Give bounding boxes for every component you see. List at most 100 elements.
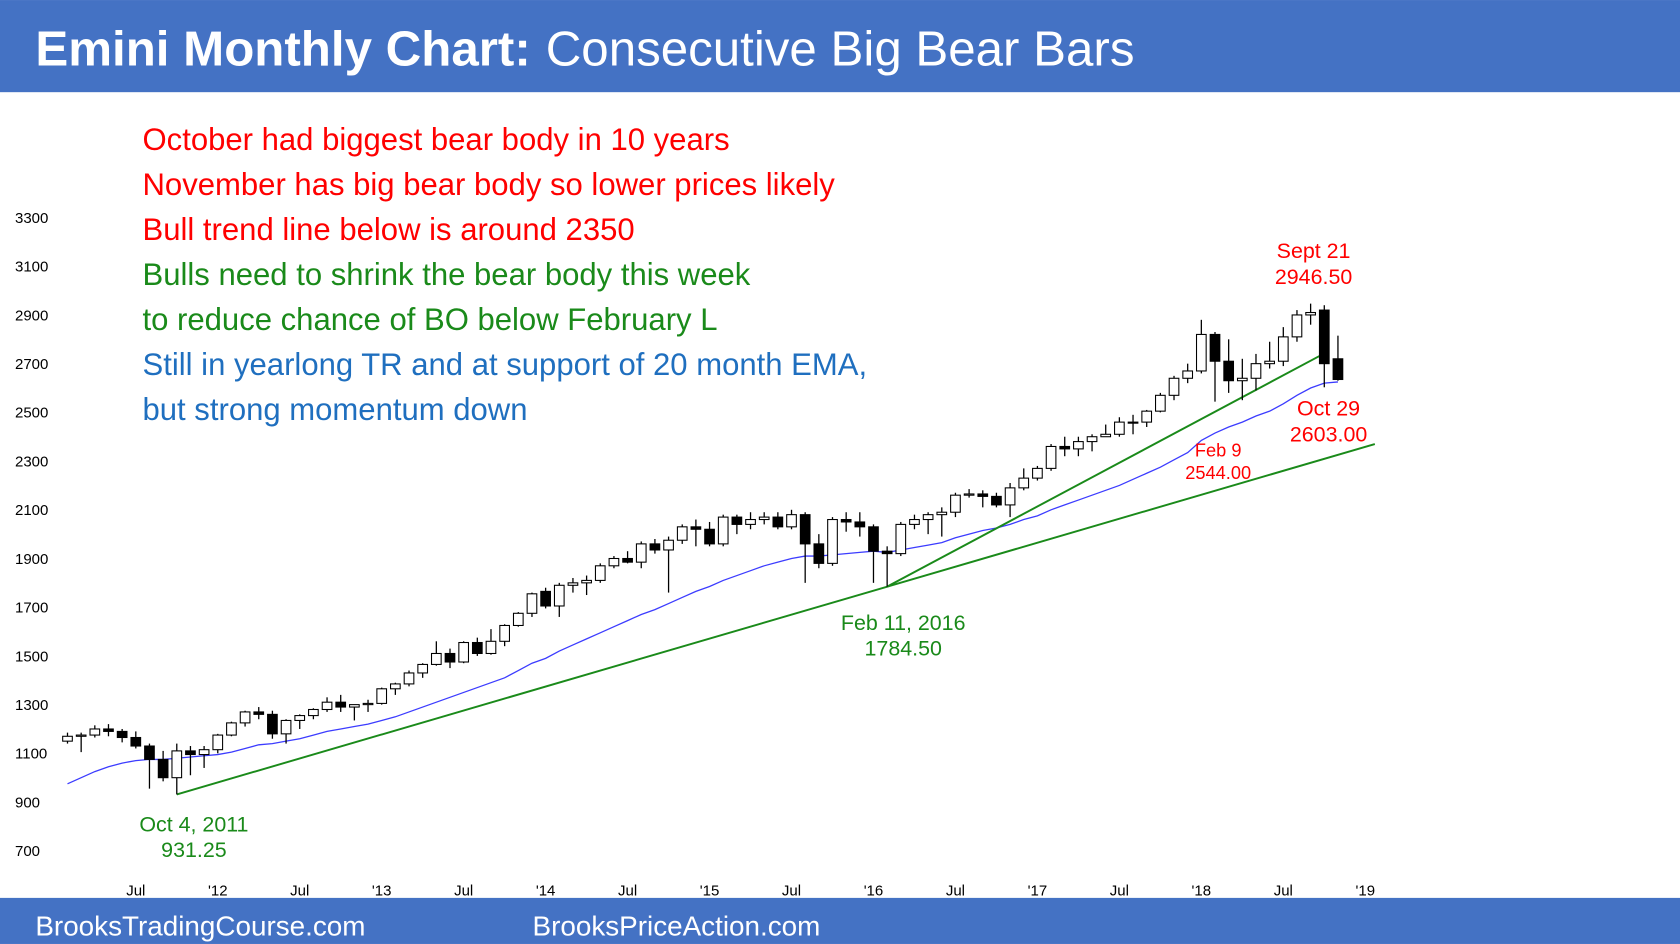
candle-body [458,641,470,663]
x-tick-label: '17 [1028,883,1048,900]
candle-body [1059,445,1071,450]
candle-body [1004,487,1016,506]
candle-body [772,516,784,528]
note-line: October had biggest bear body in 10 year… [143,122,730,157]
candle-body [813,543,825,564]
candle-body [758,516,770,521]
candle-body [308,708,319,717]
candle-body [130,736,142,747]
candle-body [103,728,114,732]
y-tick-label: 2100 [15,502,48,519]
x-tick-label: '18 [1192,883,1212,900]
x-tick-label: '15 [700,883,720,900]
candle-body [635,543,647,563]
candle-body [362,702,374,706]
candle-body [485,640,497,655]
candle-body [212,734,224,751]
candle-body [581,579,592,584]
candle-body [950,494,961,513]
title-bold: Emini Monthly Chart: [35,21,530,76]
candle-body [1236,377,1248,382]
candle-body [185,750,196,756]
annotation: Feb 11, 2016 [841,611,966,635]
candle-body [731,516,743,525]
candle-body [553,584,565,607]
x-tick-label: Jul [618,883,637,900]
note-line: November has big bear body so lower pric… [143,167,836,202]
candle-body [799,514,811,545]
candle-body [1195,333,1207,372]
candle-body [922,514,934,521]
note-line: Bulls need to shrink the bear body this … [143,257,751,292]
annotation: 931.25 [161,838,226,862]
title-rest: Consecutive Big Bear Bars [546,21,1135,76]
candle-body [567,582,579,586]
candle-body [1032,467,1043,479]
candle-body [991,495,1002,506]
footer-right: BrooksPriceAction.com [533,910,821,941]
y-tick-label: 2900 [15,307,48,324]
candle-body [253,711,265,715]
candle-body [499,624,510,642]
candle-body [171,750,183,779]
candle-body [1100,433,1112,438]
y-tick-label: 3300 [15,210,48,227]
annotation: Sept 21 [1277,239,1351,263]
candle-body [690,526,702,530]
candle-body [62,735,73,742]
candle-body [1277,336,1289,362]
annotation: 2603.00 [1290,422,1367,446]
candle-body [1073,441,1084,450]
candle-body [1018,477,1030,489]
candle-body [704,528,715,545]
candle-body [1045,445,1057,469]
y-tick-label: 900 [15,794,40,811]
candle-body [649,543,661,551]
y-tick-label: 1100 [15,746,47,763]
candle-body [1291,314,1303,338]
candle-body [594,565,606,581]
candle-body [881,550,893,555]
candle-body [1155,394,1166,412]
annotation: Oct 29 [1297,397,1360,421]
candle-body [936,511,948,516]
candle-body [540,590,551,607]
candle-body [1223,360,1235,382]
candle-body [267,713,278,735]
x-tick-label: '12 [208,883,228,900]
candle-body [280,719,292,735]
candle-body [1141,410,1153,423]
candle-body [868,526,879,552]
candle-body [89,728,101,736]
candle-body [717,516,729,545]
y-tick-label: 1300 [15,697,48,714]
candle-body [471,641,483,655]
x-tick-label: Jul [1110,883,1129,900]
header-bar [0,0,1680,93]
annotation: 2544.00 [1185,463,1251,483]
candle-body [1114,421,1125,435]
y-tick-label: 1700 [15,600,48,617]
candle-body [1086,436,1098,443]
candle-body [963,493,975,496]
candle-body [75,734,87,737]
title: Emini Monthly Chart: Consecutive Big Bear… [35,21,1134,76]
x-tick-label: '16 [864,883,884,900]
candle-body [294,715,306,721]
candle-body [116,730,128,739]
candle-body [390,683,401,690]
candle-body [321,701,333,711]
candle-body [226,722,237,736]
candle-body [622,557,633,563]
candle-body [909,518,920,525]
candle-body [417,663,429,674]
y-tick-label: 1900 [15,551,48,568]
candle-body [198,749,210,756]
candle-body [608,557,620,567]
x-tick-label: Jul [126,883,145,900]
candle-body [840,518,852,523]
candle-body [854,521,866,528]
